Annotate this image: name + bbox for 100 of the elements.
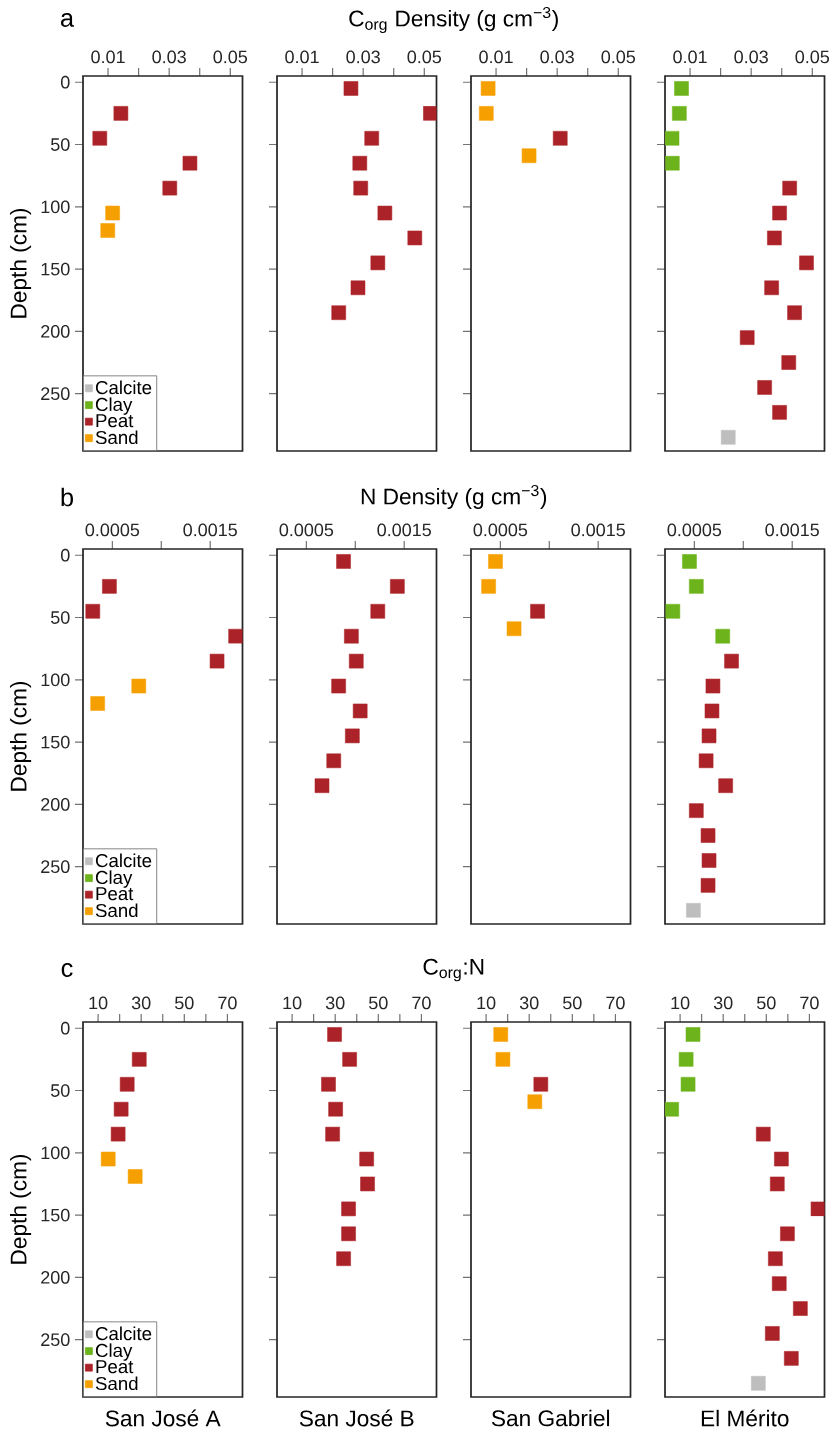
point bbox=[739, 330, 755, 345]
point bbox=[331, 678, 346, 694]
y-tick-label: 200 bbox=[41, 1271, 70, 1284]
point bbox=[342, 1052, 357, 1067]
point bbox=[793, 1301, 808, 1316]
point bbox=[715, 628, 730, 644]
point bbox=[343, 81, 359, 96]
x-tick-label: 30 bbox=[131, 996, 151, 1010]
point bbox=[364, 131, 379, 146]
point bbox=[370, 604, 386, 619]
legend-label: Sand bbox=[95, 1376, 138, 1391]
point bbox=[314, 778, 330, 793]
y-tick-label: 250 bbox=[41, 387, 70, 401]
y-tick-label: 150 bbox=[41, 262, 70, 276]
legend-label: Peat bbox=[96, 414, 134, 428]
y-axis-title: Depth (cm) bbox=[9, 208, 32, 318]
x-tick-label: 0.05 bbox=[601, 50, 636, 64]
point bbox=[686, 903, 701, 918]
point bbox=[756, 1126, 771, 1142]
point bbox=[689, 803, 704, 818]
legend-label: Sand bbox=[95, 903, 138, 918]
y-tick-label: 200 bbox=[41, 325, 70, 338]
point bbox=[724, 653, 739, 669]
point bbox=[105, 205, 120, 221]
point bbox=[682, 554, 697, 569]
point bbox=[360, 1176, 375, 1192]
point bbox=[680, 1077, 696, 1092]
point bbox=[344, 628, 359, 644]
x-tick-label: 0.05 bbox=[213, 50, 248, 64]
point bbox=[765, 1326, 780, 1341]
point bbox=[678, 1052, 694, 1067]
point bbox=[782, 180, 797, 196]
x-tick-label: 70 bbox=[606, 996, 625, 1010]
text: San Gabriel bbox=[491, 1409, 610, 1427]
point bbox=[530, 604, 545, 619]
point bbox=[341, 1226, 356, 1242]
x-tick-label: 10 bbox=[477, 996, 496, 1010]
point bbox=[674, 81, 689, 96]
y-tick-label: 150 bbox=[41, 1208, 70, 1222]
point bbox=[771, 1276, 787, 1291]
point bbox=[767, 230, 782, 246]
point bbox=[552, 131, 568, 146]
x-tick-label: 10 bbox=[671, 996, 690, 1010]
y-tick-label: 150 bbox=[41, 735, 70, 749]
x-tick-label: 0.0005 bbox=[85, 523, 140, 537]
point bbox=[100, 1151, 116, 1167]
point bbox=[336, 554, 351, 569]
chart-title: c bbox=[61, 963, 73, 977]
point bbox=[799, 255, 814, 271]
x-tick-label: 10 bbox=[283, 996, 302, 1010]
point bbox=[353, 180, 368, 196]
x-tick-label: 50 bbox=[369, 996, 388, 1010]
point bbox=[113, 1101, 129, 1117]
x-axis-title: C$_{org}$ Density (g cm$^{−3}$) bbox=[349, 6, 558, 34]
point bbox=[209, 653, 225, 669]
point bbox=[781, 355, 797, 370]
legend-label: Calcite bbox=[95, 1326, 152, 1341]
point bbox=[162, 180, 178, 196]
point bbox=[720, 430, 736, 445]
point bbox=[127, 1169, 143, 1184]
point bbox=[685, 1027, 701, 1042]
x-tick-label: 0.0005 bbox=[667, 523, 722, 537]
x-tick-label: 0.03 bbox=[734, 50, 768, 64]
x-tick-label: 30 bbox=[519, 996, 539, 1010]
y-tick-label: 100 bbox=[41, 1146, 70, 1160]
x-tick-label: 0.03 bbox=[152, 50, 186, 64]
text: El Mérito bbox=[701, 1409, 789, 1427]
point bbox=[665, 1101, 679, 1117]
point bbox=[113, 106, 129, 121]
point bbox=[700, 878, 716, 893]
point bbox=[772, 405, 787, 420]
x-tick-label: 0.0015 bbox=[183, 523, 237, 537]
point bbox=[700, 828, 716, 843]
point bbox=[533, 1077, 549, 1092]
x-tick-label: 50 bbox=[757, 996, 776, 1010]
point bbox=[698, 753, 714, 769]
x-tick-label: 0.01 bbox=[479, 50, 513, 64]
x-axis-title: C$_{org}$:N bbox=[423, 958, 484, 982]
point bbox=[328, 1101, 343, 1117]
x-tick-label: 0.0005 bbox=[279, 523, 334, 537]
point bbox=[370, 255, 386, 271]
point bbox=[92, 131, 108, 146]
text: San José A bbox=[105, 1409, 221, 1427]
x-tick-label: 30 bbox=[325, 996, 345, 1010]
x-tick-label: 70 bbox=[412, 996, 431, 1010]
x-tick-label: 70 bbox=[800, 996, 819, 1010]
x-tick-label: 0.01 bbox=[285, 50, 319, 64]
point bbox=[110, 1126, 126, 1142]
legend-label: Calcite bbox=[95, 853, 152, 868]
point bbox=[701, 853, 717, 868]
point bbox=[100, 223, 116, 238]
x-tick-label: 0.03 bbox=[540, 50, 574, 64]
y-tick-label: 100 bbox=[41, 200, 70, 214]
point bbox=[718, 778, 733, 793]
legend-label: Clay bbox=[95, 397, 133, 415]
x-axis-title: N Density (g cm$^{−3}$) bbox=[361, 484, 547, 510]
point bbox=[102, 579, 117, 594]
point bbox=[480, 81, 496, 96]
point bbox=[131, 1052, 147, 1067]
legend-label: Clay bbox=[95, 870, 133, 888]
